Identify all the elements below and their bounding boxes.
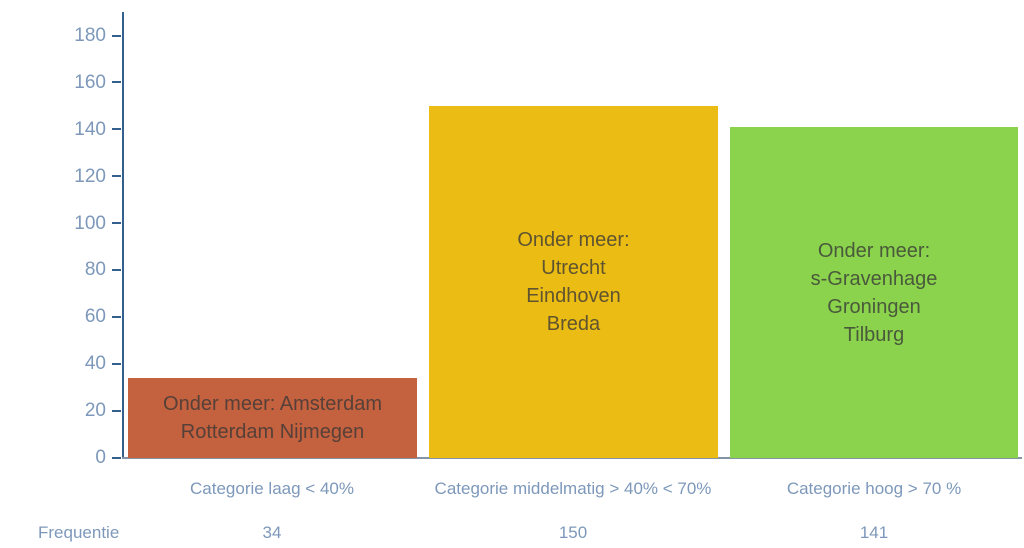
y-axis-tick-label: 60 <box>84 306 106 328</box>
bar-label: Onder meer: s-Gravenhage Groningen Tilburg <box>811 237 938 349</box>
bar-label-line: Rotterdam Nijmegen <box>180 421 365 443</box>
frequency-value-hoog: 141 <box>859 523 889 542</box>
y-axis-tick-label: 80 <box>84 259 106 281</box>
frequency-value-middelmatig: 150 <box>558 523 588 542</box>
bar-label-line: Eindhoven <box>526 285 621 307</box>
frequency-row-label: Frequentie <box>38 523 120 542</box>
y-axis-tick <box>112 175 121 178</box>
bar-label-line: Breda <box>546 313 601 335</box>
x-axis-label-laag: Categorie laag < 40% <box>190 479 354 498</box>
bar-label-line: Tilburg <box>843 323 905 346</box>
y-axis-tick <box>112 315 121 318</box>
y-axis-tick <box>112 81 121 84</box>
y-axis-tick-label: 20 <box>84 400 106 422</box>
x-axis-line <box>122 457 1022 459</box>
y-axis-tick <box>112 34 121 37</box>
bar-label-line: Utrecht <box>541 257 606 279</box>
bar-label: Onder meer: Amsterdam Rotterdam Nijmegen <box>163 390 382 446</box>
y-axis-tick <box>112 268 121 271</box>
x-axis-label-middelmatig: Categorie middelmatig > 40% < 70% <box>434 479 712 498</box>
y-axis-tick-label: 0 <box>95 447 106 468</box>
bar-label-line: Groningen <box>827 295 921 318</box>
y-axis-tick-label: 120 <box>74 165 106 187</box>
y-axis-tick-label: 160 <box>74 71 106 93</box>
frequency-value-laag: 34 <box>262 523 282 542</box>
y-axis-tick <box>112 222 121 225</box>
bar-categorie-hoog[interactable]: Onder meer: s-Gravenhage Groningen Tilburg <box>730 127 1018 458</box>
y-axis-tick <box>112 456 121 459</box>
bar-label-line: s-Gravenhage <box>810 267 938 290</box>
y-axis-tick <box>112 409 121 412</box>
bar-label: Onder meer: Utrecht Eindhoven Breda <box>517 226 629 338</box>
bar-label-line: Onder meer: <box>817 239 931 262</box>
y-axis-tick <box>112 362 121 365</box>
y-axis-tick-label: 140 <box>74 118 106 140</box>
y-axis-tick <box>112 128 121 131</box>
y-axis-tick-label: 40 <box>84 353 106 375</box>
y-axis-line <box>122 12 124 459</box>
bar-label-line: Onder meer: <box>517 229 630 251</box>
bar-categorie-laag[interactable]: Onder meer: Amsterdam Rotterdam Nijmegen <box>128 378 417 458</box>
x-axis-label-hoog: Categorie hoog > 70 % <box>786 479 962 498</box>
y-axis-tick-label: 180 <box>74 25 106 46</box>
y-axis-tick-label: 100 <box>74 212 106 234</box>
bar-categorie-middelmatig[interactable]: Onder meer: Utrecht Eindhoven Breda <box>429 106 718 458</box>
bar-label-line: Onder meer: Amsterdam <box>163 393 382 415</box>
